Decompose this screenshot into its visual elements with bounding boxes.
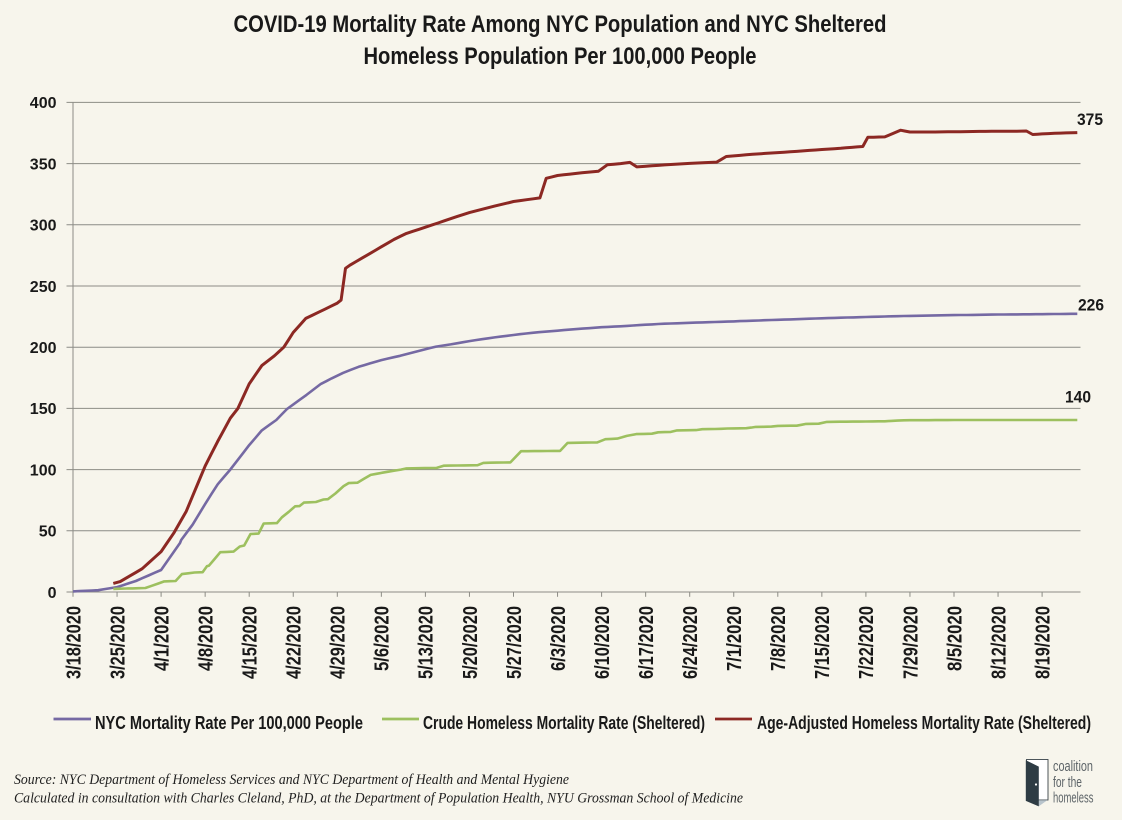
svg-text:NYC Mortality Rate Per 100,000: NYC Mortality Rate Per 100,000 People [95, 712, 363, 733]
svg-text:50: 50 [39, 524, 57, 541]
svg-text:5/27/2020: 5/27/2020 [504, 606, 526, 679]
svg-text:4/29/2020: 4/29/2020 [328, 606, 350, 679]
svg-text:Calculated in consultation wit: Calculated in consultation with Charles … [14, 791, 744, 807]
svg-text:4/15/2020: 4/15/2020 [240, 606, 262, 679]
svg-text:140: 140 [1065, 388, 1091, 407]
svg-text:375: 375 [1077, 110, 1103, 129]
svg-text:7/15/2020: 7/15/2020 [812, 606, 834, 679]
svg-text:5/6/2020: 5/6/2020 [372, 606, 394, 671]
svg-text:4/22/2020: 4/22/2020 [284, 606, 306, 679]
svg-text:6/3/2020: 6/3/2020 [548, 606, 570, 671]
svg-text:8/12/2020: 8/12/2020 [988, 606, 1010, 679]
svg-text:6/17/2020: 6/17/2020 [636, 606, 658, 679]
svg-text:homeless: homeless [1053, 791, 1094, 807]
svg-text:350: 350 [30, 156, 57, 173]
svg-text:100: 100 [30, 462, 57, 479]
svg-text:7/1/2020: 7/1/2020 [724, 606, 746, 671]
svg-text:Crude Homeless Mortality Rate: Crude Homeless Mortality Rate (Sheltered… [423, 712, 705, 733]
svg-text:3/18/2020: 3/18/2020 [63, 606, 85, 679]
svg-text:4/1/2020: 4/1/2020 [151, 606, 173, 671]
svg-text:coalition: coalition [1053, 759, 1093, 775]
svg-text:150: 150 [30, 401, 57, 418]
svg-text:8/19/2020: 8/19/2020 [1032, 606, 1054, 679]
svg-text:0: 0 [48, 585, 57, 602]
svg-text:8/5/2020: 8/5/2020 [944, 606, 966, 671]
svg-text:Age-Adjusted Homeless Mortalit: Age-Adjusted Homeless Mortality Rate (Sh… [757, 712, 1091, 733]
svg-text:7/8/2020: 7/8/2020 [768, 606, 790, 671]
svg-text:5/13/2020: 5/13/2020 [416, 606, 438, 679]
svg-text:300: 300 [30, 218, 57, 235]
svg-text:for the: for the [1053, 775, 1082, 791]
svg-text:Source: NYC Department of Home: Source: NYC Department of Homeless Servi… [14, 772, 570, 788]
svg-text:200: 200 [30, 340, 57, 357]
svg-text:3/25/2020: 3/25/2020 [107, 606, 129, 679]
svg-text:4/8/2020: 4/8/2020 [195, 606, 217, 671]
svg-text:Homeless Population Per 100,00: Homeless Population Per 100,000 People [364, 43, 757, 70]
svg-text:6/24/2020: 6/24/2020 [680, 606, 702, 679]
svg-text:7/29/2020: 7/29/2020 [900, 606, 922, 679]
svg-text:250: 250 [30, 279, 57, 296]
svg-text:COVID-19 Mortality Rate Among: COVID-19 Mortality Rate Among NYC Popula… [234, 11, 887, 38]
svg-text:7/22/2020: 7/22/2020 [856, 606, 878, 679]
svg-text:400: 400 [30, 95, 57, 112]
svg-text:226: 226 [1078, 296, 1104, 315]
svg-text:5/20/2020: 5/20/2020 [460, 606, 482, 679]
svg-text:6/10/2020: 6/10/2020 [592, 606, 614, 679]
